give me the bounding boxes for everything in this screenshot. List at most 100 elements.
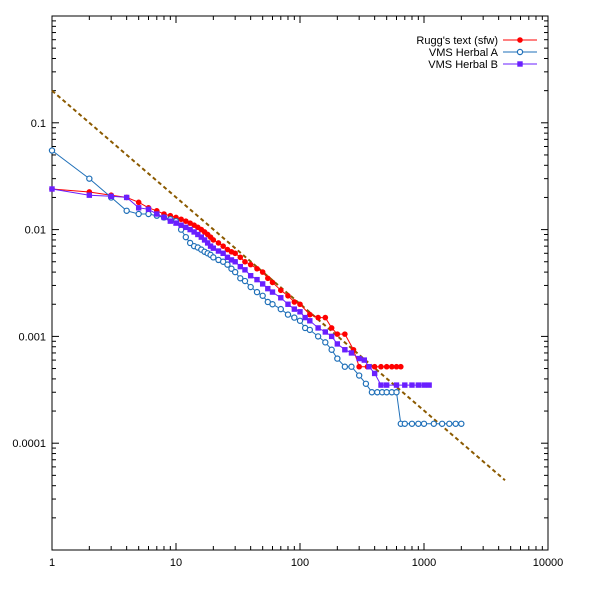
- data-point: [342, 347, 348, 353]
- data-point: [307, 318, 313, 324]
- data-point: [278, 295, 284, 301]
- data-point: [383, 363, 390, 370]
- data-point: [86, 192, 93, 198]
- data-point: [389, 363, 395, 370]
- x-tick-label: 1: [49, 557, 55, 569]
- data-point: [409, 382, 415, 388]
- data-point: [241, 277, 249, 285]
- data-point: [237, 263, 243, 270]
- data-point: [219, 258, 227, 265]
- data-point: [186, 239, 194, 247]
- data-point: [210, 254, 217, 261]
- data-point: [348, 350, 355, 356]
- data-point: [315, 314, 321, 321]
- data-point: [145, 206, 152, 212]
- data-point: [408, 420, 416, 427]
- data-point: [215, 248, 222, 254]
- data-point: [191, 229, 197, 235]
- data-point: [285, 292, 291, 299]
- data-point: [362, 380, 370, 387]
- data-point: [242, 267, 248, 273]
- data-point: [237, 275, 244, 282]
- data-point: [265, 275, 271, 282]
- data-point: [296, 317, 304, 324]
- data-point: [254, 265, 260, 272]
- data-point: [334, 331, 341, 337]
- data-point: [291, 314, 298, 321]
- data-point: [195, 231, 201, 238]
- reference-line-group: [51, 89, 506, 481]
- data-point: [378, 363, 384, 370]
- reference-line: [51, 89, 506, 481]
- data-point: [452, 420, 459, 427]
- data-point: [224, 261, 231, 268]
- data-point: [135, 199, 142, 206]
- data-point: [259, 269, 266, 275]
- data-point: [210, 237, 217, 243]
- data-point: [198, 234, 205, 240]
- data-point: [355, 372, 363, 379]
- y-tick-label: 0.001: [18, 331, 46, 343]
- data-point: [269, 279, 276, 286]
- data-point: [210, 245, 217, 251]
- data-point: [438, 420, 446, 427]
- data-point: [277, 305, 284, 313]
- y-tick-label: 0.0001: [12, 438, 46, 450]
- series-3: [49, 186, 432, 388]
- y-tick-label: 0.01: [25, 225, 46, 237]
- legend-swatch-marker: [516, 48, 524, 56]
- data-point: [178, 216, 184, 223]
- data-point: [215, 240, 222, 246]
- data-point: [297, 309, 303, 315]
- data-point: [398, 363, 404, 370]
- data-point: [269, 289, 276, 295]
- data-point: [48, 147, 56, 154]
- data-point: [242, 258, 248, 265]
- series-line: [51, 188, 430, 386]
- data-point: [307, 311, 313, 318]
- x-tick-label: 10: [170, 557, 182, 569]
- x-tick-label: 10000: [533, 557, 564, 569]
- data-point: [415, 420, 422, 427]
- data-point: [401, 420, 408, 427]
- data-point: [259, 292, 266, 299]
- data-point: [341, 363, 349, 370]
- data-point: [86, 175, 93, 182]
- data-point: [356, 363, 362, 370]
- data-point: [361, 357, 367, 363]
- data-point: [254, 276, 260, 283]
- data-point: [315, 325, 321, 331]
- data-point: [368, 389, 376, 396]
- x-tick-label: 1000: [412, 557, 436, 569]
- data-point: [123, 194, 130, 201]
- series-1: [49, 186, 404, 370]
- data-point: [430, 420, 438, 427]
- series-line: [51, 150, 462, 425]
- data-point: [253, 288, 261, 296]
- data-point: [277, 287, 284, 294]
- data-point: [183, 218, 189, 224]
- data-point: [231, 268, 239, 276]
- data-point: [123, 207, 130, 214]
- y-tick-label: 0.1: [31, 118, 46, 130]
- data-point: [220, 243, 226, 249]
- data-point: [232, 259, 238, 265]
- data-point: [420, 420, 428, 427]
- data-point: [393, 382, 400, 388]
- data-point: [135, 210, 142, 218]
- data-point: [291, 299, 298, 305]
- data-point: [383, 389, 390, 396]
- data-point: [302, 314, 308, 321]
- data-point: [224, 254, 231, 261]
- data-point: [228, 257, 235, 263]
- data-point: [269, 301, 276, 308]
- series-line: [51, 188, 401, 368]
- data-point: [220, 250, 226, 256]
- data-point: [383, 382, 390, 388]
- plot-frame: [51, 15, 549, 551]
- series-group: [48, 147, 465, 427]
- data-point: [446, 420, 453, 427]
- data-point: [421, 382, 427, 388]
- data-point: [297, 301, 303, 308]
